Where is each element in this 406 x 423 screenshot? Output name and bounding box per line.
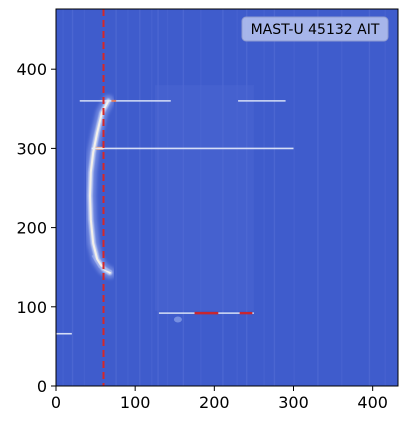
y-axis: 0 100 200 300 400 xyxy=(16,60,56,396)
texture-column xyxy=(139,9,140,386)
x-tick-label: 200 xyxy=(199,393,230,412)
texture-column xyxy=(115,9,116,386)
annotation-text: MAST-U 45132 AIT xyxy=(251,22,380,38)
y-tick-label: 300 xyxy=(16,139,47,158)
texture-column xyxy=(127,9,128,386)
blob xyxy=(174,316,182,322)
y-tick-label: 200 xyxy=(16,219,47,238)
x-tick-label: 100 xyxy=(120,393,151,412)
annotation-box: MAST-U 45132 AIT xyxy=(242,17,388,41)
x-tick-label: 300 xyxy=(278,393,309,412)
texture-column xyxy=(317,9,318,386)
texture-column xyxy=(62,9,63,386)
y-tick-label: 0 xyxy=(37,377,47,396)
y-tick-label: 400 xyxy=(16,60,47,79)
texture-column xyxy=(369,9,370,386)
texture-column xyxy=(274,9,275,386)
texture-column xyxy=(151,9,152,386)
x-tick-label: 400 xyxy=(357,393,388,412)
texture-column xyxy=(72,9,73,386)
texture-column xyxy=(341,9,342,386)
x-axis: 0 100 200 300 400 xyxy=(51,386,388,412)
texture-column xyxy=(294,9,295,386)
y-tick-label: 100 xyxy=(16,298,47,317)
x-tick-label: 0 xyxy=(51,393,61,412)
texture-column xyxy=(385,9,386,386)
texture-region xyxy=(155,85,254,311)
texture-column xyxy=(263,9,264,386)
plot-area xyxy=(56,9,398,386)
